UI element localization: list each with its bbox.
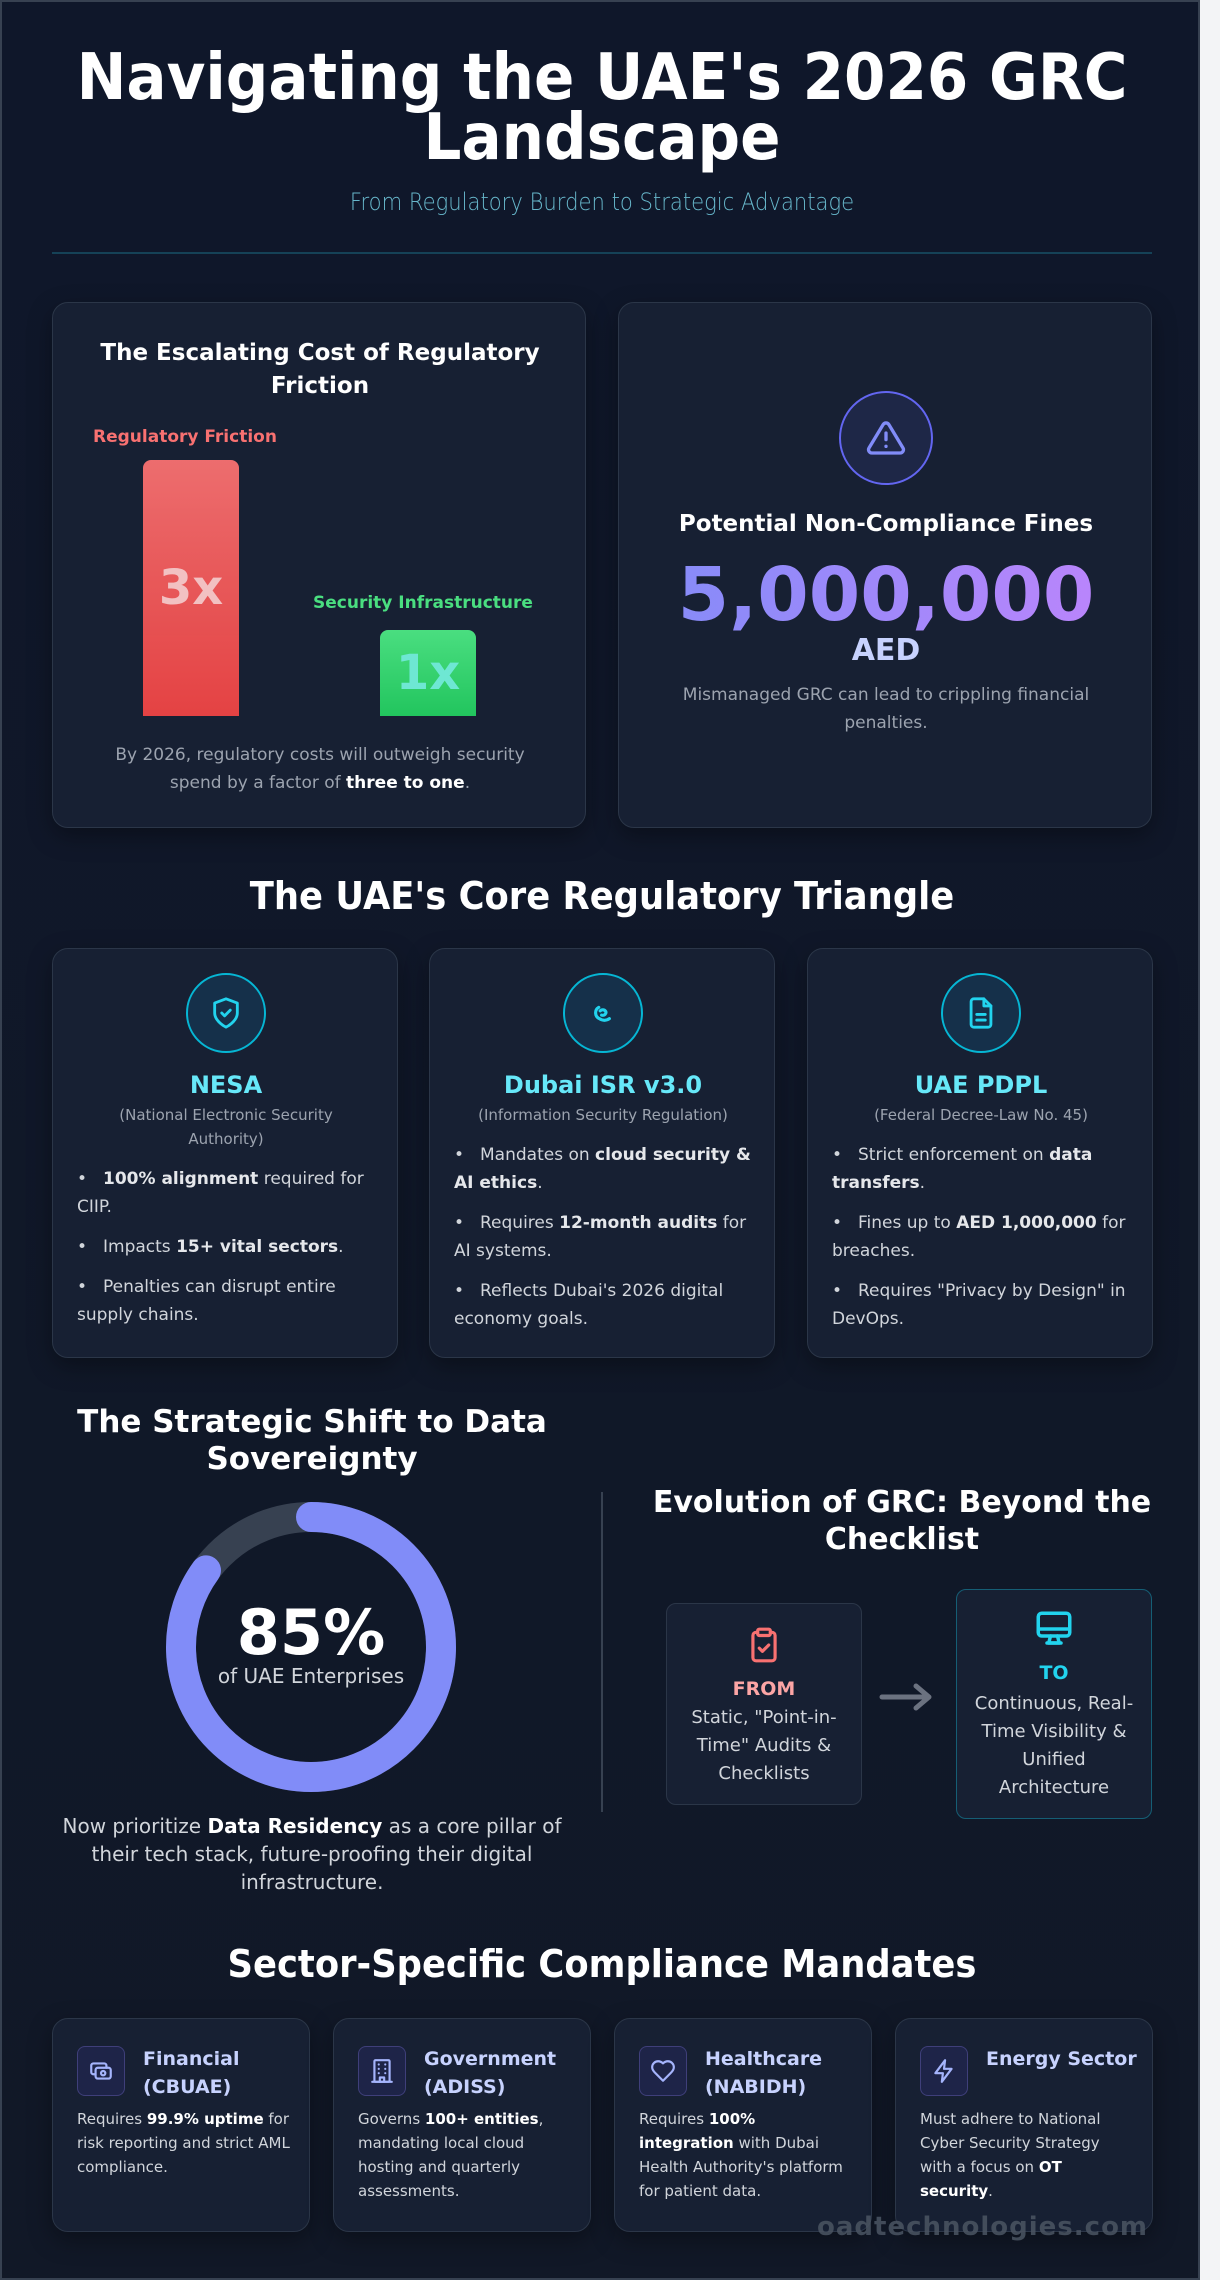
regulation-subtitle: (Information Security Regulation) xyxy=(478,1106,728,1124)
page-subtitle: From Regulatory Burden to Strategic Adva… xyxy=(349,188,855,216)
regulation-name: Dubai ISR v3.0 xyxy=(503,1071,703,1099)
cost-card-title: The Escalating Cost of Regulatory Fricti… xyxy=(100,340,540,399)
page-title: Navigating the UAE's 2026 GRC Landscape xyxy=(76,41,1128,175)
sector-card-government: Government (ADISS) Governs 100+ entities… xyxy=(333,2018,591,2232)
bullet-item: Reflects Dubai's 2026 digital economy go… xyxy=(454,1277,754,1333)
bullet-item: Requires "Privacy by Design" in DevOps. xyxy=(832,1277,1132,1333)
bullet-item: Strict enforcement on data transfers. xyxy=(832,1141,1132,1197)
regulation-bullets: Strict enforcement on data transfers. Fi… xyxy=(832,1141,1132,1345)
shield-check-icon xyxy=(186,973,266,1053)
security-infrastructure-label: Security Infrastructure xyxy=(313,593,533,613)
sector-name: Energy Sector xyxy=(986,2048,1137,2070)
regulatory-friction-bar: 3x xyxy=(143,460,239,716)
section-divider xyxy=(601,1492,603,1812)
cloud-swirl-icon xyxy=(563,973,643,1053)
fines-currency: AED xyxy=(851,633,921,668)
from-label: FROM xyxy=(732,1678,796,1700)
to-label: TO xyxy=(1039,1662,1069,1684)
regulation-name: UAE PDPL xyxy=(914,1071,1048,1099)
sector-card-financial: Financial (CBUAE) Requires 99.9% uptime … xyxy=(52,2018,310,2232)
fines-card: Potential Non-Compliance Fines 5,000,000… xyxy=(618,302,1152,828)
regulation-subtitle: (Federal Decree-Law No. 45) xyxy=(874,1106,1088,1124)
watermark: oadtechnologies.com xyxy=(817,2212,1149,2242)
banknotes-icon xyxy=(77,2046,125,2096)
sector-description: Requires 100% integration with Dubai Hea… xyxy=(639,2110,843,2200)
fines-amount: 5,000,000 xyxy=(619,553,1153,637)
header-divider xyxy=(52,252,1152,254)
security-infrastructure-value: 1x xyxy=(395,645,461,701)
regulatory-friction-label: Regulatory Friction xyxy=(93,427,277,447)
sovereignty-title: The Strategic Shift to Data Sovereignty xyxy=(77,1404,547,1477)
sector-name: Government (ADISS) xyxy=(424,2048,557,2098)
sectors-section-title: Sector-Specific Compliance Mandates xyxy=(227,1942,977,1986)
sector-description: Requires 99.9% uptime for risk reporting… xyxy=(77,2110,290,2176)
bullet-item: Mandates on cloud security & AI ethics. xyxy=(454,1141,754,1197)
arrow-right-icon xyxy=(879,1683,932,1711)
regulatory-friction-value: 3x xyxy=(158,560,224,616)
from-text: Static, "Point-in-Time" Audits & Checkli… xyxy=(691,1707,837,1784)
sovereignty-donut-chart xyxy=(166,1502,456,1792)
bullet-item: Penalties can disrupt entire supply chai… xyxy=(77,1273,377,1329)
heart-icon xyxy=(639,2046,687,2096)
security-infrastructure-bar: 1x xyxy=(380,630,476,716)
cost-card-footer: By 2026, regulatory costs will outweigh … xyxy=(115,745,525,793)
sector-name: Healthcare (NABIDH) xyxy=(705,2048,823,2098)
regulation-subtitle: (National Electronic Security Authority) xyxy=(119,1106,333,1148)
to-text: Continuous, Real-Time Visibility & Unifi… xyxy=(974,1693,1134,1798)
regulation-name: NESA xyxy=(189,1071,263,1099)
evolution-to-card: TO Continuous, Real-Time Visibility & Un… xyxy=(956,1589,1152,1819)
monitor-icon xyxy=(957,1608,1151,1650)
bullet-item: Impacts 15+ vital sectors. xyxy=(77,1233,377,1261)
sector-name: Financial (CBUAE) xyxy=(143,2048,240,2098)
sector-card-energy: Energy Sector Must adhere to National Cy… xyxy=(895,2018,1153,2232)
sovereignty-percent-label: of UAE Enterprises xyxy=(217,1664,405,1688)
triangle-section-title: The UAE's Core Regulatory Triangle xyxy=(249,874,955,918)
file-text-icon xyxy=(941,973,1021,1053)
sector-description: Governs 100+ entities, mandating local c… xyxy=(358,2110,544,2200)
alert-triangle-icon xyxy=(839,391,933,485)
bullet-item: Requires 12-month audits for AI systems. xyxy=(454,1209,754,1265)
lightning-icon xyxy=(920,2046,968,2096)
building-icon xyxy=(358,2046,406,2096)
bullet-item: Fines up to AED 1,000,000 for breaches. xyxy=(832,1209,1132,1265)
regulation-bullets: Mandates on cloud security & AI ethics. … xyxy=(454,1141,754,1345)
regulatory-cost-card: The Escalating Cost of Regulatory Fricti… xyxy=(52,302,586,828)
sovereignty-percent: 85% xyxy=(236,1596,386,1669)
regulation-card-dubai-isr: Dubai ISR v3.0 (Information Security Reg… xyxy=(429,948,775,1358)
regulation-card-nesa: NESA (National Electronic Security Autho… xyxy=(52,948,398,1358)
sovereignty-footer: Now prioritize Data Residency as a core … xyxy=(62,1814,562,1894)
fines-footer: Mismanaged GRC can lead to crippling fin… xyxy=(682,685,1090,733)
clipboard-check-icon xyxy=(667,1624,861,1666)
fines-title: Potential Non-Compliance Fines xyxy=(678,511,1094,537)
evolution-title: Evolution of GRC: Beyond the Checklist xyxy=(652,1485,1152,1557)
sector-description: Must adhere to National Cyber Security S… xyxy=(920,2110,1101,2200)
regulation-card-uae-pdpl: UAE PDPL (Federal Decree-Law No. 45) Str… xyxy=(807,948,1153,1358)
regulation-bullets: 100% alignment required for CIIP. Impact… xyxy=(77,1165,377,1341)
evolution-from-card: FROM Static, "Point-in-Time" Audits & Ch… xyxy=(666,1603,862,1805)
bullet-item: 100% alignment required for CIIP. xyxy=(77,1165,377,1221)
sector-card-healthcare: Healthcare (NABIDH) Requires 100% integr… xyxy=(614,2018,872,2232)
